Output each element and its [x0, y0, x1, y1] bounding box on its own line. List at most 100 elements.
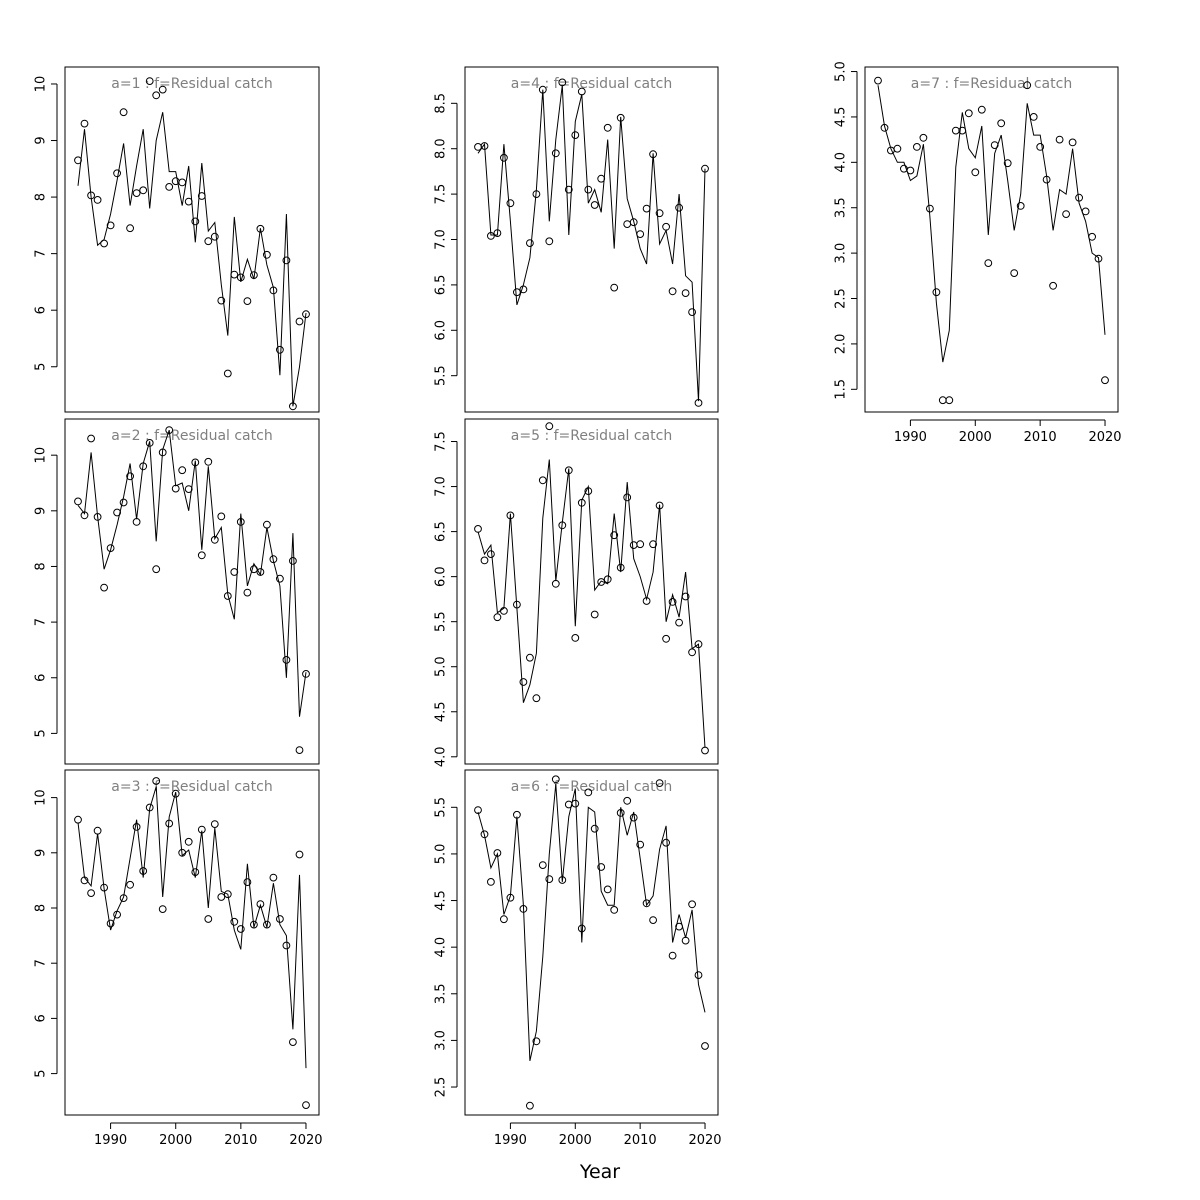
observed-point — [256, 568, 265, 576]
observed-point — [480, 556, 489, 565]
observed-point — [80, 511, 89, 520]
observed-point — [493, 849, 502, 857]
observed-point — [145, 77, 154, 85]
observed-point — [236, 518, 245, 526]
observed-point — [295, 746, 304, 754]
observed-point — [629, 813, 638, 822]
observed-point — [584, 788, 593, 797]
observed-point — [597, 174, 606, 183]
observed-point — [197, 825, 206, 834]
observed-point — [688, 308, 696, 317]
observed-point — [132, 518, 141, 526]
observed-point — [217, 893, 226, 901]
y-tick-label: 6.5 — [434, 521, 449, 542]
x-tick-label: 1990 — [94, 1133, 127, 1148]
observed-point — [629, 541, 638, 549]
observed-point — [132, 189, 141, 198]
observed-point — [474, 525, 482, 533]
observed-point — [230, 270, 239, 279]
observed-point — [1101, 376, 1109, 385]
observed-point — [223, 369, 232, 378]
y-tick-label: 8.5 — [434, 93, 449, 114]
observed-point — [513, 600, 521, 609]
x-tick-label: 2020 — [289, 1133, 322, 1148]
y-tick-label: 7 — [34, 618, 49, 626]
y-tick-label: 6.5 — [434, 275, 449, 296]
observed-point — [178, 466, 187, 475]
y-tick-label: 5.5 — [434, 611, 449, 632]
observed-point — [178, 178, 187, 187]
observed-point — [139, 462, 148, 471]
observed-point — [493, 613, 502, 622]
y-tick-label: 1.5 — [834, 379, 849, 400]
y-tick-label: 6 — [34, 306, 49, 314]
observed-point — [243, 588, 252, 597]
observed-point — [655, 501, 664, 510]
observed-point — [500, 607, 508, 615]
observed-point — [217, 296, 226, 305]
panel-title: a=6 : f=Residual catch — [511, 779, 672, 795]
y-tick-label: 3.0 — [434, 1030, 449, 1051]
panel-title: a=7 : f=Residual catch — [911, 76, 1072, 92]
observed-point — [263, 920, 271, 929]
observed-point — [551, 149, 560, 158]
observed-point — [662, 838, 670, 847]
x-tick-label: 2010 — [1024, 430, 1057, 445]
observed-point — [649, 540, 657, 549]
observed-point — [197, 551, 206, 560]
observed-point — [295, 317, 304, 326]
panel-title: a=5 : f=Residual catch — [511, 428, 672, 444]
observed-point — [636, 230, 645, 239]
plot-frame — [464, 769, 719, 1116]
panel-title: a=1 : f=Residual catch — [111, 76, 272, 92]
y-tick-label: 5 — [34, 363, 49, 371]
observed-point — [126, 224, 135, 233]
observed-point — [874, 76, 882, 85]
observed-point — [158, 905, 167, 913]
observed-point — [629, 218, 638, 227]
observed-point — [256, 900, 265, 908]
observed-point — [500, 153, 508, 162]
observed-point — [649, 916, 657, 924]
observed-point — [681, 289, 690, 298]
observed-point — [526, 239, 534, 248]
observed-point — [1036, 143, 1045, 151]
y-tick-label: 3.5 — [434, 983, 449, 1004]
observed-point — [701, 164, 709, 173]
observed-point — [145, 803, 154, 812]
observed-point — [145, 439, 154, 447]
observed-point — [681, 592, 690, 601]
observed-point — [500, 915, 508, 924]
observed-point — [113, 508, 121, 517]
observed-point — [139, 867, 148, 875]
observed-point — [230, 568, 239, 576]
observed-point — [506, 511, 515, 520]
observed-point — [977, 105, 986, 114]
observed-point — [675, 618, 683, 627]
observed-point — [584, 185, 593, 194]
observed-point — [74, 815, 82, 824]
x-tick-label: 2020 — [1088, 430, 1121, 445]
observed-point — [269, 555, 278, 564]
observed-point — [191, 458, 200, 467]
observed-point — [990, 141, 999, 150]
panel-marks — [74, 426, 310, 754]
observed-point — [1088, 232, 1096, 241]
observed-point — [1029, 113, 1038, 121]
x-tick-label: 2000 — [559, 1133, 592, 1148]
plot-frame — [64, 66, 320, 413]
panel-title: a=4 : f=Residual catch — [511, 76, 672, 92]
observed-point — [551, 775, 560, 784]
observed-point — [487, 550, 495, 558]
panel-a3: a=3 : f=Residual catch 5 6 7 8 9 10 1990 2000 201… — [34, 769, 323, 1148]
observed-point — [538, 85, 547, 94]
observed-point — [119, 108, 128, 117]
observed-point — [623, 220, 632, 229]
y-tick-label: 7 — [34, 249, 49, 257]
observed-point — [694, 640, 703, 649]
observed-point — [668, 287, 677, 296]
observed-point — [571, 634, 580, 642]
observed-point — [919, 133, 928, 142]
observed-point — [603, 885, 612, 894]
